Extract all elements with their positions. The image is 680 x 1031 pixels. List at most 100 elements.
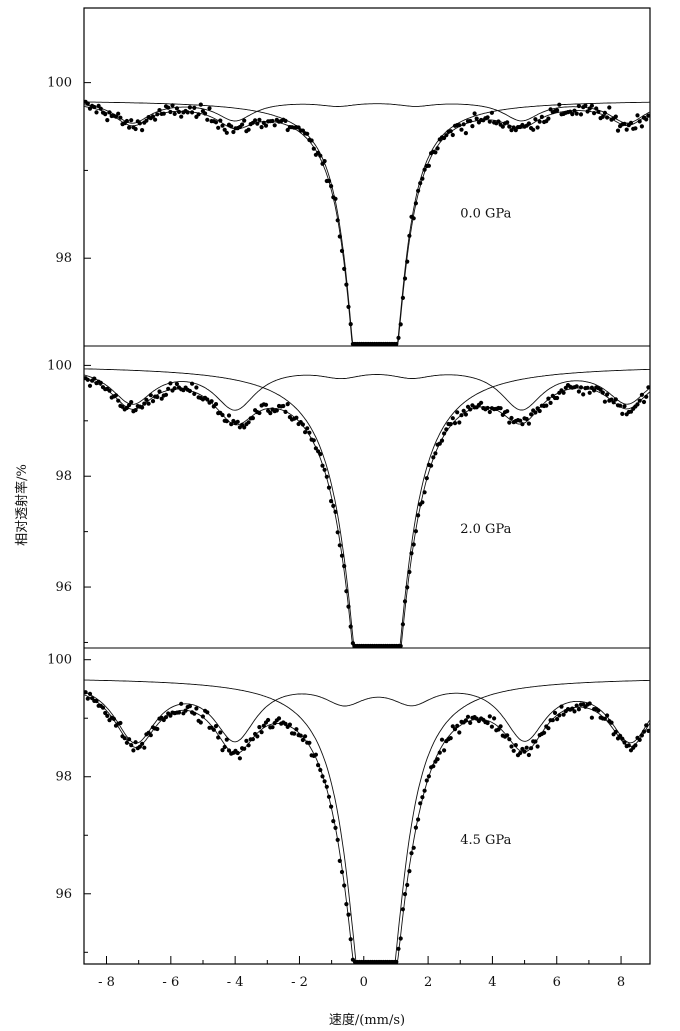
data-point	[268, 411, 273, 416]
data-point	[602, 399, 608, 404]
data-point	[405, 882, 410, 888]
data-point	[448, 736, 453, 741]
data-point	[148, 733, 153, 738]
x-tick-label: 2	[424, 975, 432, 990]
data-point	[450, 416, 455, 421]
data-point	[281, 403, 286, 409]
x-tick-label: 0	[360, 975, 368, 990]
data-point	[244, 738, 249, 744]
data-point	[396, 335, 401, 340]
data-point	[303, 430, 308, 435]
data-point	[526, 421, 532, 426]
data-point	[190, 110, 195, 115]
data-point	[283, 118, 288, 123]
data-point	[557, 713, 562, 718]
data-point	[216, 125, 221, 130]
data-point	[179, 701, 184, 706]
data-point	[448, 129, 453, 134]
data-point	[646, 113, 651, 118]
data-point	[605, 713, 610, 718]
data-point	[166, 386, 171, 391]
data-point	[190, 381, 195, 386]
data-point	[83, 690, 88, 695]
y-axis-title: 相对透射率/%	[14, 464, 30, 546]
data-point	[394, 341, 399, 347]
data-point	[526, 121, 532, 126]
data-point	[242, 746, 247, 751]
data-point	[87, 691, 93, 697]
data-point	[168, 109, 173, 115]
data-point	[200, 714, 205, 719]
data-point	[324, 784, 329, 789]
data-point	[468, 118, 473, 124]
data-point	[242, 425, 247, 430]
data-point	[316, 150, 321, 155]
data-point	[587, 390, 592, 395]
data-point	[216, 735, 221, 740]
data-point	[250, 416, 255, 421]
data-point	[572, 709, 577, 714]
data-point	[285, 402, 290, 407]
data-point	[270, 725, 275, 730]
data-point	[311, 146, 316, 151]
data-point	[555, 717, 560, 722]
data-point	[431, 764, 436, 769]
data-point	[531, 127, 536, 132]
data-point	[98, 106, 103, 111]
data-point	[433, 150, 438, 155]
data-point	[505, 409, 510, 414]
data-point	[411, 542, 416, 547]
data-point	[559, 704, 564, 709]
data-point	[168, 713, 173, 718]
data-point	[192, 105, 197, 110]
data-point	[533, 739, 538, 744]
data-point	[624, 127, 629, 132]
data-point	[498, 406, 503, 411]
data-point	[320, 774, 325, 779]
x-tick-label: - 6	[162, 975, 179, 990]
data-point	[529, 746, 534, 751]
data-point	[557, 102, 562, 107]
data-point	[413, 825, 418, 830]
sextet-fit-curve	[83, 374, 651, 411]
data-point	[459, 127, 464, 132]
data-point	[203, 111, 208, 116]
data-point	[313, 752, 318, 757]
data-point	[628, 409, 634, 414]
data-point	[426, 774, 431, 779]
data-point	[474, 116, 479, 121]
data-point	[509, 415, 514, 421]
data-point	[142, 401, 147, 406]
data-point	[444, 133, 449, 138]
data-point	[285, 127, 290, 133]
data-point	[237, 756, 242, 761]
data-point	[342, 564, 347, 569]
data-point	[485, 115, 490, 120]
data-point	[452, 421, 458, 426]
data-point	[479, 400, 484, 405]
data-point	[322, 779, 327, 784]
data-point	[633, 743, 638, 748]
data-point	[505, 120, 510, 125]
data-point	[535, 125, 540, 130]
data-point	[422, 167, 427, 172]
x-axis-title: 速度/(mm/s)	[329, 1012, 405, 1028]
data-point	[220, 412, 225, 418]
data-point	[257, 410, 262, 416]
data-point	[442, 748, 447, 753]
data-point	[507, 124, 512, 129]
data-point	[333, 825, 338, 831]
data-point	[296, 125, 301, 130]
data-point	[316, 763, 321, 768]
data-point	[578, 385, 584, 390]
data-point	[94, 698, 99, 704]
data-point	[511, 748, 516, 753]
data-point	[329, 499, 334, 504]
data-point	[246, 420, 251, 425]
data-point	[620, 736, 625, 741]
data-point	[140, 741, 145, 746]
data-point	[253, 118, 258, 123]
data-point	[587, 701, 592, 706]
data-point	[220, 123, 225, 128]
data-point	[455, 410, 460, 415]
